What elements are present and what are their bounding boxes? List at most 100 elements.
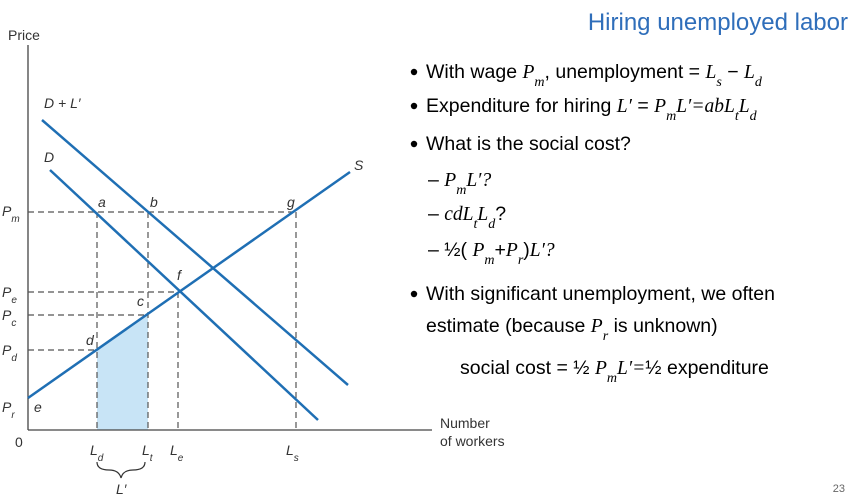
text-run: m	[11, 214, 19, 225]
text-run: P	[2, 284, 12, 300]
quantity-label: Lt	[142, 442, 154, 464]
text-run: ½	[645, 357, 661, 379]
text-run: )	[523, 239, 530, 261]
text-run: With wage	[426, 61, 522, 83]
y-axis-label: Price	[8, 27, 40, 43]
price-label: Pe	[2, 284, 17, 306]
text-run: t	[150, 453, 154, 464]
text-run: L	[90, 442, 98, 458]
text-run: e	[178, 453, 184, 464]
text-run: Expenditure for hiring	[426, 95, 617, 117]
supply-curve	[27, 170, 351, 400]
text-run: L′=abL	[675, 96, 735, 117]
page-number: 23	[833, 483, 845, 495]
demand-curve	[49, 169, 319, 421]
point-label: b	[150, 194, 158, 210]
text-run: m	[666, 108, 676, 124]
text-run: m	[534, 74, 544, 90]
text-run: e	[11, 295, 17, 306]
curve-label: S	[354, 157, 364, 173]
text-run: c	[11, 318, 16, 329]
text-run: L	[476, 204, 488, 225]
text-run: –	[428, 239, 444, 261]
origin-label: 0	[15, 434, 23, 450]
bullet	[410, 290, 418, 298]
text-run: t	[474, 216, 479, 232]
text-run: d	[755, 74, 763, 90]
text-run: ½	[444, 239, 460, 261]
bullet-text: – ½( Pm+Pr)L′?	[428, 239, 555, 268]
text-run: s	[294, 453, 299, 464]
bullet	[410, 140, 418, 148]
text-run: P	[594, 358, 607, 379]
text-run: L	[704, 62, 716, 83]
text-run: m	[484, 252, 494, 268]
text-run: +	[495, 239, 506, 261]
text-run: P	[590, 316, 603, 337]
bullet-text: – cdLtLd?	[428, 203, 506, 232]
text-run: t	[735, 108, 740, 124]
text-run: L	[738, 96, 750, 117]
text-run: P	[505, 240, 518, 261]
text-run: –	[428, 203, 444, 225]
point-label: g	[287, 194, 295, 210]
bullet-text: social cost = ½ PmL′=½ expenditure	[460, 357, 769, 386]
text-run: cdL	[444, 204, 473, 225]
text-run: L′?	[465, 170, 491, 191]
brace-label: L′	[116, 481, 128, 497]
text-run: ?	[495, 203, 506, 225]
demand-plus-curve	[41, 119, 349, 386]
text-run: L	[142, 442, 150, 458]
text-run: d	[98, 453, 104, 464]
price-label: Pc	[2, 307, 16, 329]
text-run: –	[428, 169, 444, 191]
text-run: m	[456, 182, 466, 198]
text-run: s	[716, 74, 722, 90]
point-label: c	[137, 293, 144, 309]
brace	[96, 461, 146, 479]
price-label: Pr	[2, 399, 15, 421]
point-label: f	[177, 267, 183, 283]
text-run: d	[488, 216, 496, 232]
bullet-text: With wage Pm, unemployment = Ls − Ld	[426, 61, 763, 90]
text-run: P	[2, 342, 12, 358]
text-run: is unknown)	[608, 315, 717, 337]
bullet-text: – PmL′?	[428, 169, 491, 198]
quantity-label: Ls	[286, 442, 299, 464]
bullet-text: Expenditure for hiring L′ = PmL′=abLtLd	[426, 95, 758, 124]
point-label: d	[86, 332, 95, 348]
quantity-label: Ld	[90, 442, 104, 464]
text-run: social cost =	[460, 357, 573, 379]
text-run: m	[607, 370, 617, 386]
text-run: expenditure	[662, 357, 769, 379]
price-label: Pd	[2, 342, 17, 364]
price-label: Pm	[2, 203, 20, 225]
text-run: =	[632, 95, 654, 117]
text-run: With significant unemployment, we often	[426, 283, 775, 305]
text-run: L′?	[529, 240, 555, 261]
text-run: P	[2, 399, 12, 415]
text-run: P	[471, 240, 484, 261]
x-axis-label: of workers	[440, 433, 505, 449]
point-label: e	[34, 399, 42, 415]
text-run: r	[518, 252, 524, 268]
slide-title: Hiring unemployed labor	[588, 9, 848, 36]
text-run: P	[521, 62, 534, 83]
text-run: r	[11, 410, 15, 421]
text-run: P	[653, 96, 666, 117]
text-run: S	[354, 157, 364, 173]
x-axis-label: Number	[440, 415, 490, 431]
bullet	[410, 102, 418, 110]
bullet-text: estimate (because Pr is unknown)	[426, 315, 718, 344]
text-run: What is the social cost?	[426, 133, 631, 155]
text-run: L′=	[616, 358, 645, 379]
text-run: P	[2, 307, 12, 323]
point-label: a	[98, 194, 106, 210]
text-run: r	[603, 328, 609, 344]
text-run: D	[44, 149, 54, 165]
text-run: d	[750, 108, 758, 124]
text-run: L	[286, 442, 294, 458]
shaded-area	[97, 315, 148, 430]
